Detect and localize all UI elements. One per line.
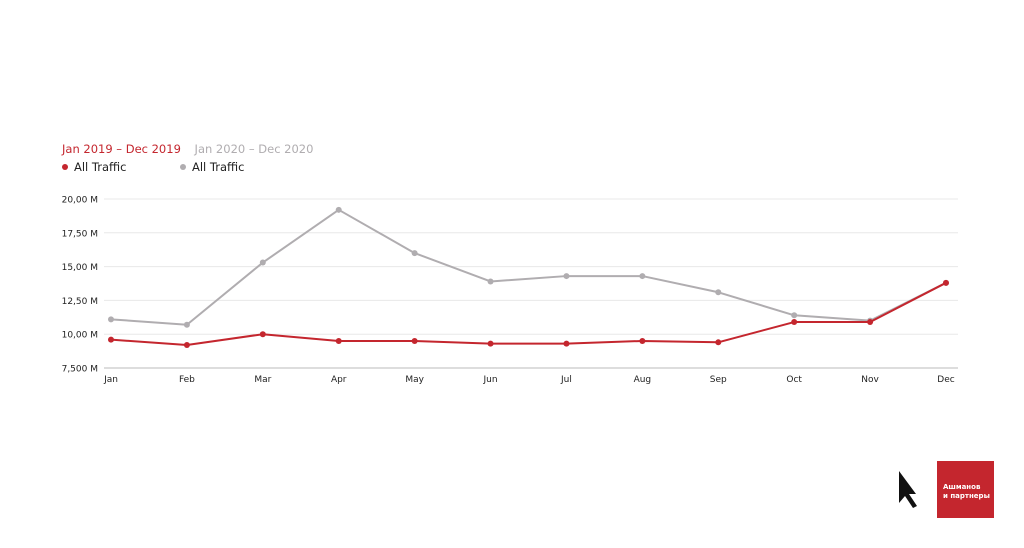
x-tick-label: Sep: [710, 375, 727, 385]
series-line-2019: [110, 281, 947, 347]
y-tick-label: 7,500 M: [62, 365, 98, 375]
x-tick-label: Apr: [331, 375, 347, 385]
y-tick-label: 12,50 M: [62, 297, 98, 307]
x-tick-label: Dec: [937, 375, 954, 385]
data-point-2020: [639, 273, 646, 280]
legend-dot-2020: [180, 164, 186, 170]
x-tick-label: Oct: [786, 375, 802, 385]
data-point-2019: [791, 319, 798, 326]
x-tick-label: Nov: [861, 375, 879, 385]
data-point-2020: [183, 321, 190, 328]
data-point-2020: [563, 273, 570, 280]
cursor-a-logo-icon: [899, 471, 917, 508]
x-tick-label: Feb: [179, 375, 195, 385]
data-point-2020: [791, 312, 798, 319]
brand-badge[interactable]: Ашманов и партнеры: [937, 461, 994, 518]
x-tick-label: Jul: [560, 375, 572, 385]
data-point-2020: [487, 278, 494, 285]
data-point-2020: [411, 250, 418, 257]
y-tick-label: 15,00 M: [62, 263, 98, 273]
data-point-2019: [183, 342, 190, 349]
data-point-2020: [108, 316, 114, 323]
x-tick-label: Jun: [483, 375, 498, 385]
data-point-2019: [335, 337, 342, 344]
legend-periods: Jan 2019 – Dec 2019 Jan 2020 – Dec 2020: [62, 142, 323, 156]
data-point-2019: [563, 340, 570, 347]
data-point-2020: [335, 206, 342, 213]
legend-label-2019: All Traffic: [74, 160, 127, 174]
y-tick-label: 17,50 M: [62, 229, 98, 239]
x-tick-label: Aug: [634, 375, 652, 385]
data-point-2019: [715, 339, 722, 346]
data-point-2019: [108, 336, 114, 343]
data-point-2019: [943, 279, 949, 286]
x-tick-label: Mar: [254, 375, 271, 385]
data-point-2020: [715, 289, 722, 296]
data-point-2019: [639, 337, 646, 344]
y-tick-label: 20,00 M: [62, 196, 98, 206]
legend-period-2019: Jan 2019 – Dec 2019: [62, 142, 181, 156]
data-point-2019: [487, 340, 494, 347]
x-tick-label: May: [405, 375, 424, 385]
legend-dot-2019: [62, 164, 68, 170]
y-tick-label: 10,00 M: [62, 331, 98, 341]
legend-period-2020: Jan 2020 – Dec 2020: [194, 142, 314, 156]
data-point-2019: [867, 319, 874, 326]
data-point-2019: [411, 337, 418, 344]
legend-label-2020: All Traffic: [192, 160, 245, 174]
legend-item-2020[interactable]: All Traffic: [180, 160, 244, 174]
series-line-2020: [110, 208, 947, 326]
x-tick-label: Jan: [103, 375, 118, 385]
brand-line-1: Ашманов: [943, 483, 981, 491]
legend-item-2019[interactable]: All Traffic: [62, 160, 126, 174]
data-point-2020: [259, 259, 266, 266]
data-point-2019: [259, 331, 266, 338]
brand-line-2: и партнеры: [943, 492, 990, 500]
